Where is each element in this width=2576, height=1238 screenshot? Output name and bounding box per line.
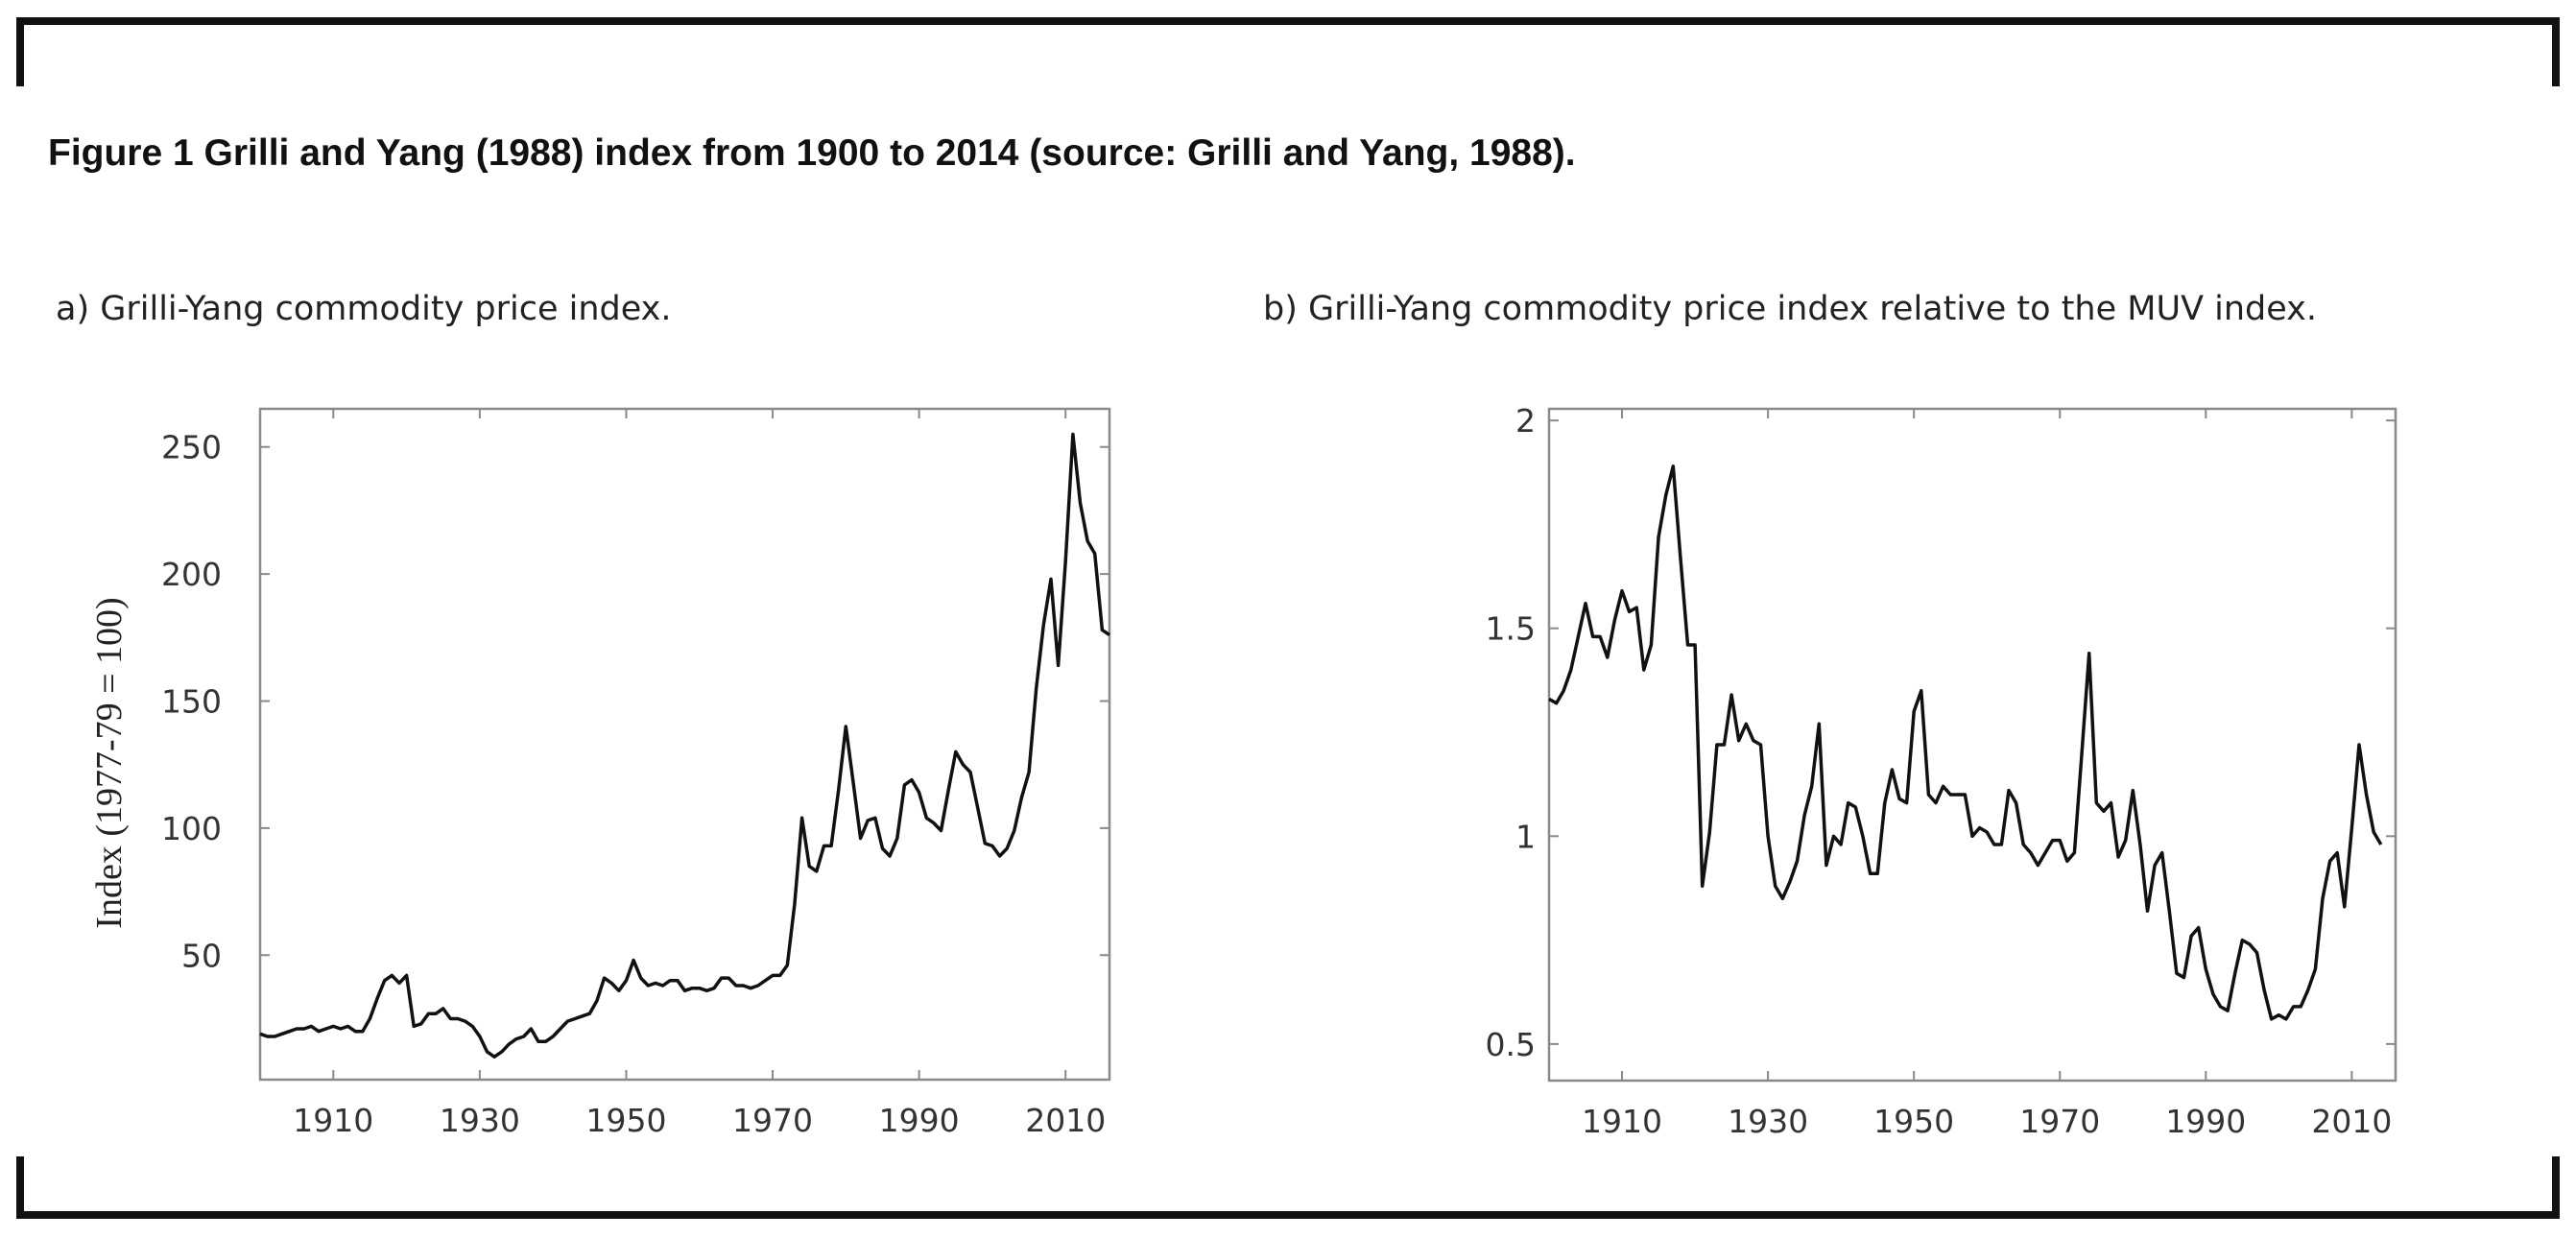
frame-top-line bbox=[16, 17, 2560, 25]
chart-b-ytick-label: 1 bbox=[1515, 818, 1536, 855]
chart-b-xtick-label: 1930 bbox=[1728, 1103, 1808, 1140]
chart-a-axes-box bbox=[258, 407, 1111, 1082]
frame-bottom-right-bracket bbox=[2552, 1156, 2560, 1219]
chart-b-xtick-label: 2010 bbox=[2311, 1103, 2392, 1140]
chart-a-ylabel: Index (1977-79 = 100) bbox=[89, 597, 130, 928]
chart-a-title: a) Grilli-Yang commodity price index. bbox=[56, 290, 672, 328]
chart-a-xtick-label: 1910 bbox=[293, 1102, 373, 1139]
chart-b-xtick-label: 1910 bbox=[1582, 1103, 1662, 1140]
chart-a-ytick-label: 150 bbox=[161, 682, 222, 720]
chart-a-xtick-label: 2010 bbox=[1025, 1102, 1106, 1139]
chart-b-ytick-label: 1.5 bbox=[1486, 610, 1536, 648]
chart-b-ytick-label: 0.5 bbox=[1486, 1026, 1536, 1063]
chart-b-axes-box bbox=[1547, 407, 2397, 1083]
chart-a-ytick-label: 250 bbox=[161, 429, 222, 466]
frame-bottom-line bbox=[16, 1211, 2560, 1219]
chart-a-series-line bbox=[259, 432, 1110, 1059]
figure-title: Figure 1 Grilli and Yang (1988) index fr… bbox=[48, 132, 1576, 174]
frame-top-right-bracket bbox=[2552, 17, 2560, 86]
chart-b-ytick-label: 2 bbox=[1515, 402, 1536, 440]
chart-b-xtick-label: 1970 bbox=[2019, 1103, 2100, 1140]
chart-b-series-line bbox=[1548, 464, 2383, 1021]
chart-a-ytick-label: 100 bbox=[161, 810, 222, 847]
chart-a-ytick-label: 50 bbox=[181, 937, 222, 974]
chart-b-xtick-label: 1950 bbox=[1873, 1103, 1954, 1140]
chart-a-xtick-label: 1950 bbox=[585, 1102, 666, 1139]
frame-top-left-bracket bbox=[16, 17, 24, 86]
chart-a-xtick-label: 1990 bbox=[879, 1102, 960, 1139]
chart-a-ytick-label: 200 bbox=[161, 556, 222, 593]
chart-a-xtick-label: 1930 bbox=[440, 1102, 520, 1139]
frame-bottom-left-bracket bbox=[16, 1156, 24, 1219]
chart-b-xtick-label: 1990 bbox=[2165, 1103, 2246, 1140]
chart-a-xtick-label: 1970 bbox=[732, 1102, 813, 1139]
chart-b-title: b) Grilli-Yang commodity price index rel… bbox=[1263, 290, 2318, 328]
